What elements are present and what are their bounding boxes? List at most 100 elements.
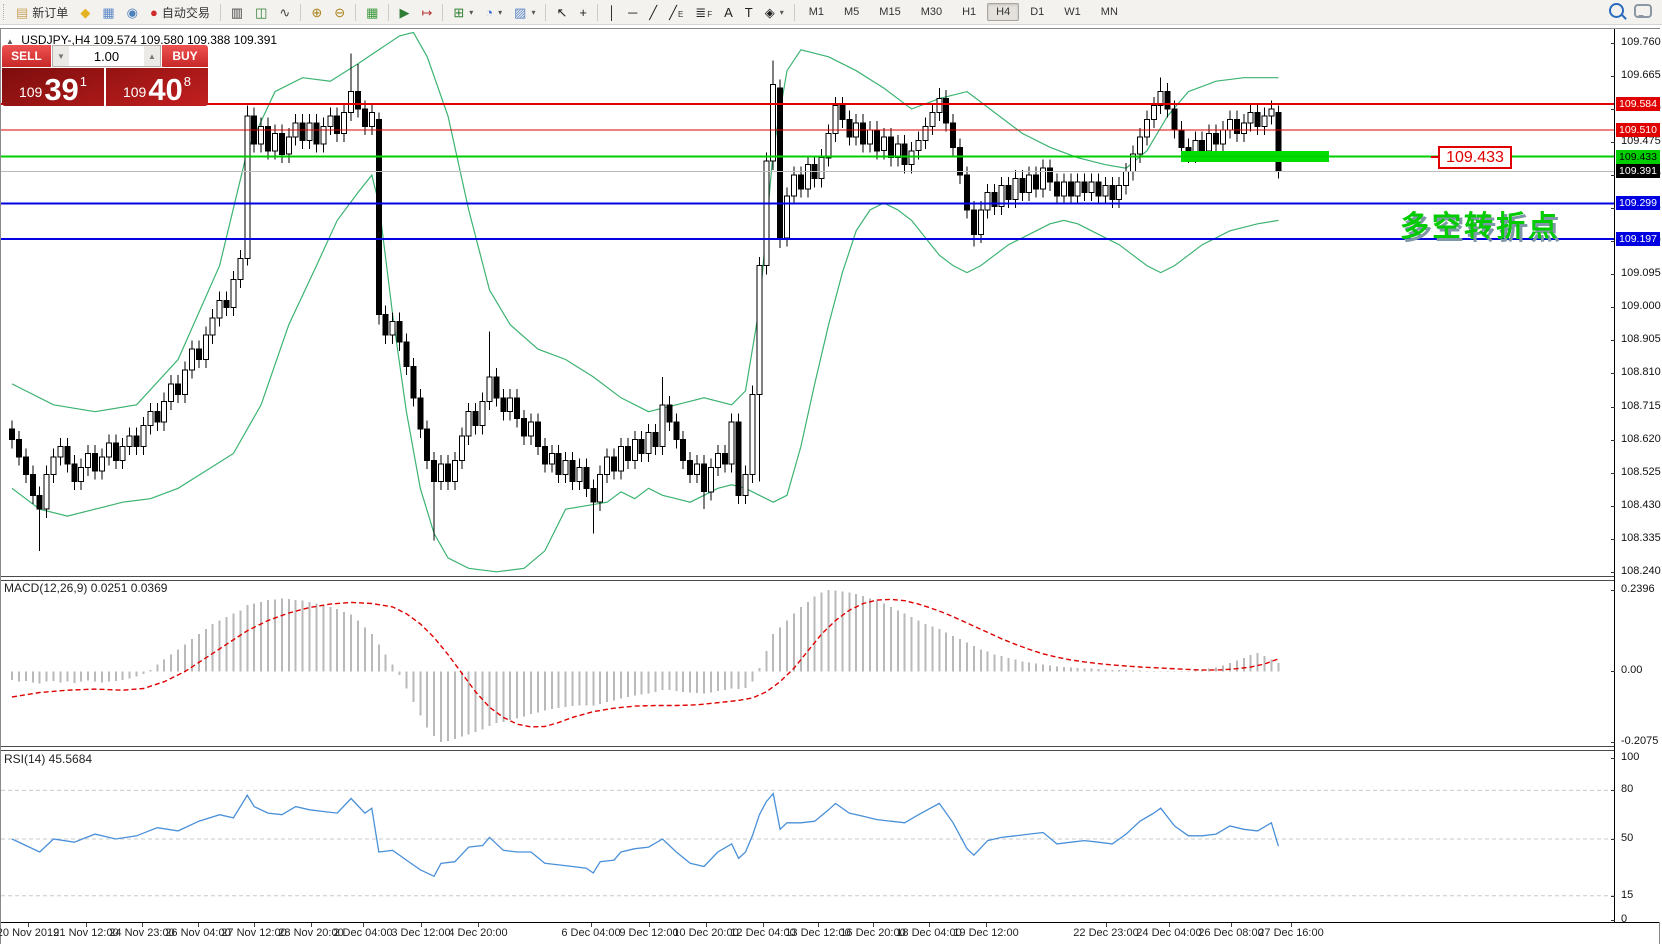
axis-tick — [1611, 920, 1615, 921]
candlestick-chart-icon: ◫ — [255, 4, 268, 20]
shapes-button[interactable]: ◈ ▾ — [760, 4, 789, 21]
chart-window-icon: ▦ — [102, 4, 115, 20]
price-axis-label: 80 — [1621, 783, 1634, 796]
price-axis-label: -0.2075 — [1621, 735, 1659, 747]
time-axis-label: 24 Nov 23:00 — [109, 927, 175, 939]
toolbar-separator — [300, 3, 302, 21]
timeframe-w1-button[interactable]: W1 — [1064, 6, 1081, 18]
time-axis-label: 2 Dec 04:00 — [333, 927, 393, 939]
buy-price-handle: 109 — [122, 84, 147, 100]
chat-button[interactable] — [1634, 3, 1652, 21]
time-axis-label: 19 Dec 12:00 — [953, 927, 1019, 939]
new-order-button[interactable]: ▤ 新订单 — [11, 2, 73, 23]
price-badge-109.391: 109.391 — [1616, 164, 1660, 179]
axis-tick — [1611, 340, 1615, 342]
volume-increase-button[interactable]: ▲ — [144, 46, 160, 66]
buy-price-big: 40 — [148, 72, 183, 107]
timeframe-m5-button[interactable]: M5 — [844, 6, 860, 18]
volume-value[interactable]: 1.00 — [93, 48, 120, 64]
main-chart-svg[interactable] — [1, 30, 1614, 576]
line-chart-button[interactable]: ∿ — [274, 4, 295, 21]
chevron-down-icon[interactable]: ▾ — [531, 7, 536, 17]
price-axis-label: 108.240 — [1621, 564, 1661, 577]
chart-window: 109.760109.665109.570109.475109.380109.2… — [0, 28, 1661, 945]
sell-button[interactable]: SELL — [2, 45, 51, 67]
signals-button[interactable]: ◉ — [122, 4, 143, 21]
tile-windows-button[interactable]: ▦ — [361, 4, 383, 21]
chevron-down-icon[interactable]: ▾ — [469, 7, 474, 17]
timeframe-mn-button[interactable]: MN — [1100, 6, 1118, 18]
cursor-button[interactable]: ↖ — [551, 4, 572, 21]
time-axis-tick — [142, 923, 143, 927]
volume-decrease-button[interactable]: ▼ — [53, 46, 69, 66]
price-axis-label: 109.760 — [1621, 35, 1661, 48]
time-axis-tick — [363, 923, 364, 927]
chevron-down-icon[interactable]: ▾ — [498, 7, 503, 17]
toolbar-right — [1609, 3, 1662, 21]
crosshair-button[interactable]: + — [574, 4, 592, 21]
panel-collapse-arrow[interactable]: ▲ — [6, 37, 14, 46]
zoom-in-button[interactable]: ⊕ — [306, 4, 327, 21]
price-axis-label: 108.810 — [1621, 366, 1661, 379]
timeframe-h1-button[interactable]: H1 — [962, 6, 977, 18]
time-axis-label: 27 Dec 16:00 — [1258, 927, 1324, 939]
price-axis-label: 108.430 — [1621, 498, 1661, 511]
time-axis-label: 26 Nov 04:00 — [165, 927, 231, 939]
autotrading-icon: ● — [149, 4, 158, 20]
timeframe-m15-button[interactable]: M15 — [879, 6, 901, 18]
vertical-line-button[interactable]: │ — [603, 4, 621, 21]
autotrading-button[interactable]: ● 自动交易 — [145, 2, 215, 23]
timeframe-m1-button[interactable]: M1 — [808, 6, 825, 18]
chart-window-button[interactable]: ▦ — [97, 4, 119, 21]
indicators-button[interactable]: ◆ — [75, 4, 95, 21]
search-icon — [1609, 3, 1624, 18]
axis-tick — [1611, 208, 1615, 210]
price-axis-label: 0 — [1621, 913, 1628, 925]
macd-indicator-label: MACD(12,26,9) 0.0251 0.0369 — [4, 581, 168, 595]
chevron-down-icon[interactable]: ▾ — [779, 7, 784, 17]
time-axis-label: 28 Nov 20:00 — [278, 927, 344, 939]
time-axis-tick — [311, 923, 312, 927]
new-chart-button[interactable]: ⊞ ▾ — [448, 4, 478, 21]
macd-pane-svg[interactable] — [1, 580, 1614, 746]
templates-button[interactable]: ▨ ▾ — [509, 4, 540, 21]
buy-button[interactable]: BUY — [162, 45, 208, 67]
rsi-pane-svg[interactable] — [1, 750, 1614, 922]
timeframe-m30-button[interactable]: M30 — [920, 6, 943, 18]
trendline-button[interactable]: ╱ — [644, 4, 662, 21]
pane-separator[interactable] — [1, 746, 1661, 751]
turning-point-annotation[interactable]: 多空转折点 — [1399, 211, 1560, 243]
axis-tick — [1611, 373, 1615, 375]
price-axis-label: 0.2396 — [1621, 583, 1655, 595]
symbol-header: ▲ USDJPY-,H4 109.574 109.580 109.388 109… — [6, 33, 277, 47]
chart-shift-button[interactable]: ↦ — [416, 4, 437, 21]
candlestick-chart-button[interactable]: ◫ — [250, 4, 272, 21]
price-axis-label: 108.335 — [1621, 531, 1661, 544]
pane-separator[interactable] — [1, 576, 1661, 581]
price-axis-label: 108.715 — [1621, 399, 1661, 412]
fibonacci-button[interactable]: ≣ F — [690, 4, 717, 21]
profiles-button[interactable]: ◔ ▾ — [480, 4, 507, 21]
time-axis-tick — [986, 923, 987, 927]
bar-chart-button[interactable]: ▥ — [226, 4, 248, 21]
bollinger-lower-band — [11, 173, 1279, 573]
equidistant-channel-button[interactable]: ╱ E — [664, 4, 688, 21]
horizontal-line-button[interactable]: ─ — [623, 4, 642, 21]
price-lines[interactable] — [1, 103, 1614, 240]
buy-price[interactable]: 109 40 8 — [106, 68, 208, 106]
text-button[interactable]: A — [719, 4, 738, 21]
time-axis-tick — [763, 923, 764, 927]
timeframe-d1-button[interactable]: D1 — [1030, 6, 1045, 18]
auto-scroll-button[interactable]: ▶ — [394, 4, 414, 21]
price-axis-label: 0.00 — [1621, 664, 1643, 677]
search-button[interactable] — [1609, 3, 1624, 21]
timeframe-h4-button[interactable]: H4 — [987, 3, 1020, 21]
text-label-button[interactable]: T — [740, 4, 758, 21]
sell-price[interactable]: 109 39 1 — [2, 68, 104, 106]
tile-windows-icon: ▦ — [366, 4, 379, 20]
price-tag-109433[interactable]: 109.433 — [1431, 146, 1512, 169]
zoom-out-button[interactable]: ⊖ — [329, 4, 350, 21]
zoom-in-icon: ⊕ — [311, 4, 323, 20]
axis-tick — [1611, 241, 1615, 243]
toolbar-separator — [442, 3, 444, 21]
